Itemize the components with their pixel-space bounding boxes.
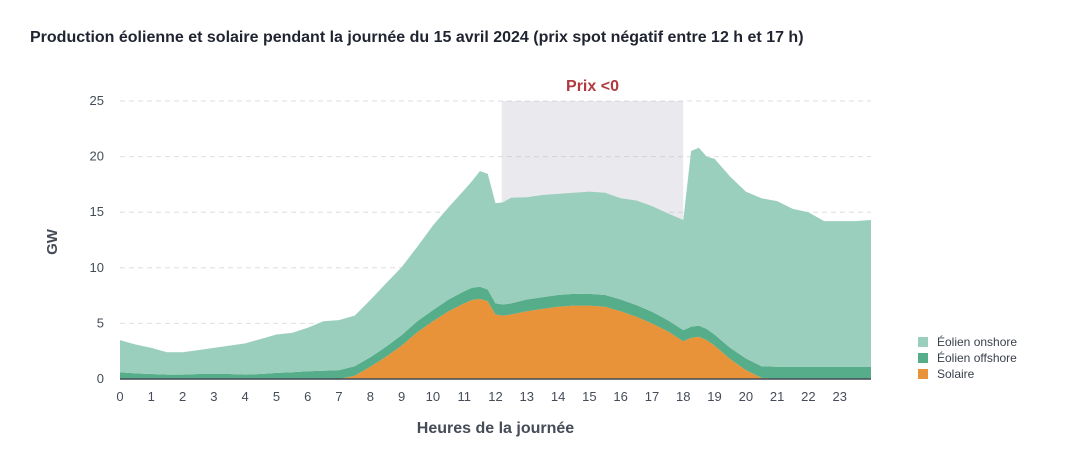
x-tick-label: 12	[488, 389, 502, 404]
legend-label: Éolien onshore	[937, 334, 1017, 349]
area-series	[120, 147, 871, 379]
area--olien-offshore	[120, 286, 871, 379]
y-tick-label: 20	[90, 149, 104, 164]
x-tick-label: 20	[739, 389, 753, 404]
legend-label: Éolien offshore	[937, 350, 1017, 365]
x-tick-label: 14	[551, 389, 565, 404]
y-tick-label: 5	[97, 315, 104, 330]
x-axis-title: Heures de la journée	[417, 420, 574, 437]
area-solaire	[120, 298, 871, 379]
x-tick-label: 5	[273, 389, 280, 404]
y-tick-label: 15	[90, 204, 104, 219]
legend-swatch	[918, 337, 928, 347]
legend-label: Solaire	[937, 367, 975, 381]
x-tick-label: 7	[335, 389, 342, 404]
y-tick-label: 0	[97, 371, 104, 386]
x-tick-label: 23	[832, 389, 846, 404]
x-tick-label: 11	[457, 389, 471, 404]
x-axis-ticks: 0 1 2 3 4 5 6 7 8 9 10 11 12 13 14 15 16 17 18 19 20 21 22 23	[116, 389, 847, 404]
area--olien-onshore	[120, 147, 871, 375]
x-tick-label: 19	[707, 389, 721, 404]
x-tick-label: 3	[210, 389, 217, 404]
y-tick-label: 25	[90, 93, 104, 108]
x-tick-label: 2	[179, 389, 186, 404]
x-tick-label: 0	[116, 389, 123, 404]
x-tick-label: 4	[242, 389, 249, 404]
x-tick-label: 1	[148, 389, 155, 404]
x-tick-label: 17	[645, 389, 659, 404]
x-tick-label: 15	[582, 389, 596, 404]
x-tick-label: 6	[304, 389, 311, 404]
negative-price-label: Prix <0	[566, 78, 619, 95]
legend-swatch	[918, 353, 928, 363]
x-tick-label: 21	[770, 389, 784, 404]
x-tick-label: 18	[676, 389, 690, 404]
y-axis-ticks: 0 5 10 15 20 25	[90, 93, 104, 386]
legend-swatch	[918, 369, 928, 379]
x-tick-label: 22	[801, 389, 815, 404]
x-tick-label: 16	[613, 389, 627, 404]
x-tick-label: 9	[398, 389, 405, 404]
y-axis-title: GW	[44, 228, 61, 255]
x-tick-label: 8	[367, 389, 374, 404]
y-tick-label: 10	[90, 260, 104, 275]
x-tick-label: 13	[520, 389, 534, 404]
chart-title: Production éolienne et solaire pendant l…	[30, 29, 804, 46]
x-tick-label: 10	[426, 389, 440, 404]
